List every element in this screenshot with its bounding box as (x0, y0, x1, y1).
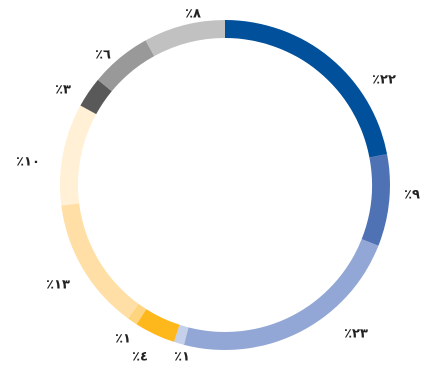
slice-label-11: ٪٨ (185, 7, 201, 22)
donut-slice-4 (174, 324, 189, 345)
slice-label-10: ٪٦ (95, 48, 111, 63)
donut-slice-10 (97, 40, 155, 92)
donut-slice-1 (225, 20, 388, 158)
label-group: ٪٢٢٪٩٪٢٣٪١٪٤ ٪١٪١٣٪١٠٪٣٪٦٪٨ (16, 7, 420, 365)
donut-slice-3 (183, 239, 379, 350)
slice-label-4: ٪١ (115, 332, 131, 347)
slice-label-8: ٪١٠ (16, 155, 40, 170)
slice-label-7: ٪١٣ (46, 278, 70, 293)
slice-label-1: ٪٢٢ (372, 73, 396, 88)
slice-label-3: ٪٢٣ (344, 327, 368, 342)
donut-slice-2 (361, 154, 390, 246)
slice-label-6: ٪١ (174, 350, 190, 365)
donut-slice-6 (128, 303, 147, 325)
slice-label-5: ٪٤ (132, 350, 148, 365)
slice-group (60, 20, 390, 350)
slice-label-2: ٪٩ (404, 188, 420, 203)
donut-slice-8 (60, 105, 97, 206)
donut-slice-5 (136, 309, 180, 342)
donut-slice-7 (61, 203, 139, 319)
donut-slice-11 (145, 20, 225, 57)
donut-slice-9 (80, 79, 112, 115)
slice-label-9: ٪٣ (55, 83, 71, 98)
